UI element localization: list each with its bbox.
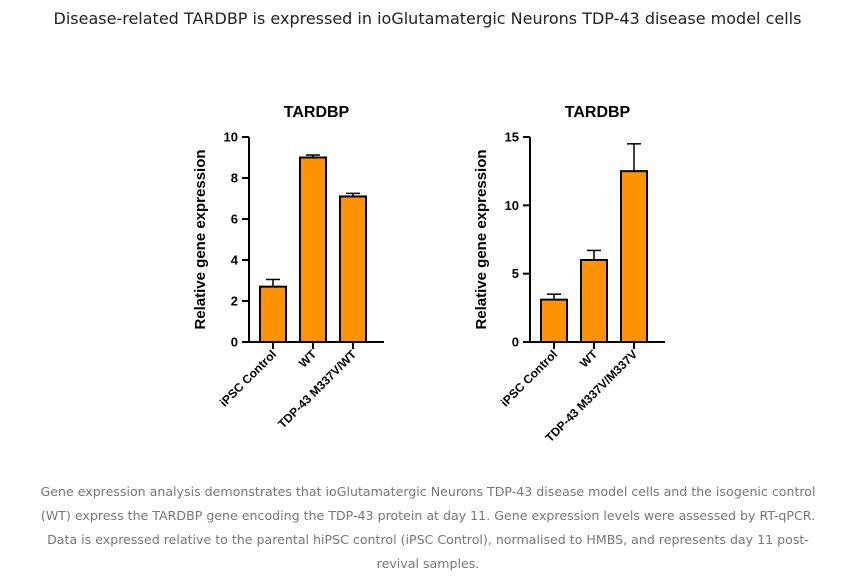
y-tick-label: 2 — [231, 294, 238, 309]
y-axis-label: Relative gene expression — [473, 149, 490, 329]
bar — [339, 195, 367, 343]
y-tick-label: 6 — [231, 212, 238, 227]
x-tick-label: TDP-43 M337V/WT — [275, 347, 359, 431]
y-tick-label: 5 — [512, 266, 519, 281]
bar — [580, 259, 608, 343]
chart-tardbp-heterozygous: TARDBP Relative gene expression 0 2 4 6 8 10 iPS… — [185, 95, 515, 465]
chart-svg: TARDBP Relative gene expression 0 5 10 15 iPSC… — [473, 104, 665, 445]
figure-caption: Gene expression analysis demonstrates th… — [40, 484, 816, 571]
chart-tardbp-homozygous: TARDBP Relative gene expression 0 5 10 15 iPSC… — [466, 95, 796, 465]
y-tick-label: 4 — [231, 253, 239, 268]
y-tick-label: 8 — [231, 171, 238, 186]
x-tick-label: WT — [577, 347, 601, 371]
page-title: Disease-related TARDBP is expressed in i… — [53, 9, 802, 28]
bar — [299, 156, 327, 343]
x-tick-label: iPSC Control — [498, 347, 560, 409]
y-tick-label: 15 — [505, 130, 519, 145]
y-tick-label: 0 — [512, 335, 519, 350]
bar — [540, 298, 568, 343]
y-tick-label: 10 — [224, 130, 238, 145]
y-tick-label: 10 — [505, 198, 519, 213]
bar — [259, 285, 287, 343]
y-axis-label: Relative gene expression — [192, 149, 209, 329]
x-tick-label: iPSC Control — [217, 347, 279, 409]
x-tick-label: WT — [296, 347, 320, 371]
chart-title: TARDBP — [565, 104, 631, 121]
bar — [620, 170, 648, 343]
chart-title: TARDBP — [284, 104, 350, 121]
chart-svg: TARDBP Relative gene expression 0 2 4 6 8 10 iPS… — [192, 104, 384, 431]
y-tick-label: 0 — [231, 335, 238, 350]
